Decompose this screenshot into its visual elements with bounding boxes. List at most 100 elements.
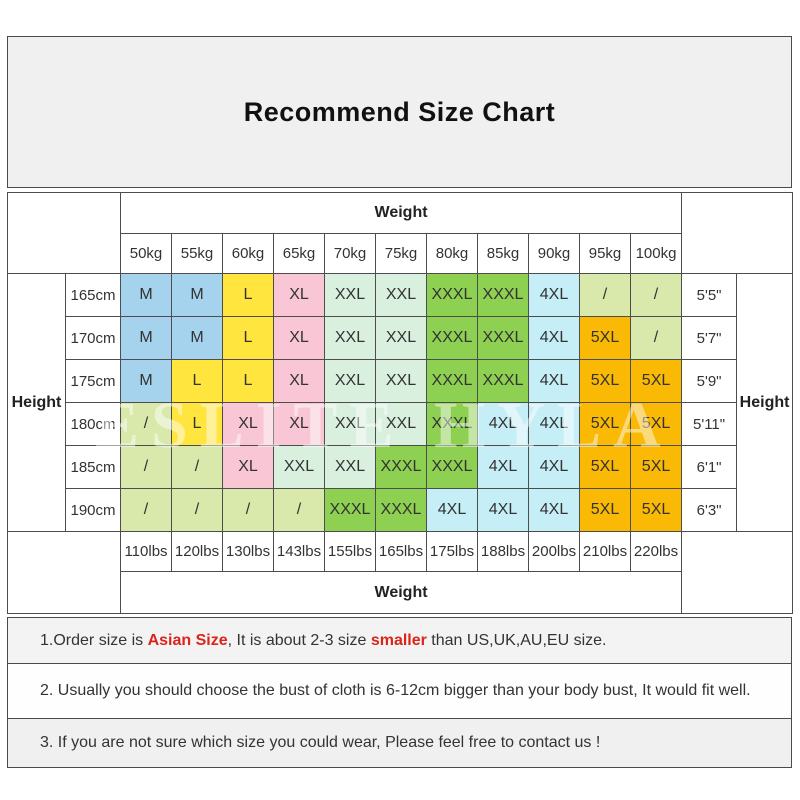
note-text: 3. If you are not sure which size you co…: [40, 734, 601, 751]
size-cell: XXXL: [426, 445, 478, 489]
height-label-left: Height: [7, 273, 66, 532]
size-cell: M: [120, 273, 172, 317]
table-row: 110lbs 120lbs 130lbs 143lbs 155lbs 165lb…: [7, 531, 794, 614]
size-cell: /: [579, 273, 631, 317]
size-cell: XXL: [324, 359, 376, 403]
note-highlight: smaller: [370, 631, 427, 649]
size-cell: XL: [273, 273, 325, 317]
size-cell: /: [120, 402, 172, 446]
size-cell: XL: [273, 359, 325, 403]
lbs-header: 210lbs: [579, 531, 631, 572]
table-row: 190cm / / / / XXXL XXXL 4XL 4XL 4XL 5XL …: [8, 488, 793, 532]
size-cell: 5XL: [629, 488, 683, 532]
lbs-header: 175lbs: [426, 531, 478, 572]
size-cell: XXXL: [477, 273, 529, 317]
height-ft: 5'5": [681, 273, 738, 317]
height-cm: 165cm: [65, 273, 121, 317]
size-cell: XL: [222, 402, 274, 446]
size-cell: XXXL: [426, 273, 478, 317]
size-cell: L: [171, 402, 223, 446]
height-cm: 180cm: [65, 402, 121, 446]
kg-header: 80kg: [426, 233, 478, 274]
size-cell: 5XL: [579, 488, 631, 532]
note-text: 2. Usually you should choose the bust of…: [40, 682, 751, 699]
kg-header: 95kg: [579, 233, 631, 274]
table-row: Height 165cm M M L XL XXL XXL XXXL XXXL …: [7, 273, 794, 532]
size-cell: /: [222, 488, 274, 532]
size-cell: L: [222, 273, 274, 317]
size-cell: XXL: [375, 402, 427, 446]
corner-cell-top-left: [7, 192, 121, 274]
corner-cell-bottom-right: [681, 531, 794, 614]
size-cell: XL: [222, 445, 274, 489]
table-row: Weight: [8, 571, 793, 614]
size-cell: /: [171, 488, 223, 532]
size-cell: 5XL: [579, 359, 631, 403]
kg-header: 60kg: [222, 233, 274, 274]
height-ft: 5'11": [681, 402, 738, 446]
note-text: 1.Order size is: [40, 631, 148, 649]
size-cell: M: [120, 359, 172, 403]
note-text: than US,UK,AU,EU size.: [426, 631, 607, 649]
notes-section: 1.Order size is Asian Size, It is about …: [7, 617, 792, 768]
note-text: , It is about 2-3 size: [227, 631, 371, 649]
corner-cell-top-right: [681, 192, 794, 274]
lbs-header: 143lbs: [273, 531, 325, 572]
size-cell: 5XL: [579, 402, 631, 446]
height-label-right: Height: [736, 273, 794, 532]
size-cell: XXXL: [324, 488, 376, 532]
kg-header: 65kg: [273, 233, 325, 274]
size-cell: XXXL: [477, 316, 529, 360]
size-cell: XXL: [375, 316, 427, 360]
size-cell: 4XL: [426, 488, 478, 532]
size-cell: XXXL: [426, 402, 478, 446]
table-row: 175cm M L L XL XXL XXL XXXL XXXL 4XL 5XL…: [8, 359, 793, 403]
size-cell: 4XL: [528, 402, 580, 446]
size-cell: L: [171, 359, 223, 403]
note-row: 2. Usually you should choose the bust of…: [7, 663, 792, 719]
size-cell: L: [222, 316, 274, 360]
size-cell: 4XL: [477, 488, 529, 532]
size-cell: XXXL: [477, 359, 529, 403]
size-cell: /: [171, 445, 223, 489]
note-1: 1.Order size is Asian Size, It is about …: [7, 617, 792, 664]
lbs-header: 165lbs: [375, 531, 427, 572]
size-table: Weight 50kg 55kg 60kg 65kg 70kg 75kg 80k…: [7, 192, 794, 614]
weight-footer: Weight: [119, 571, 683, 614]
lbs-header: 155lbs: [324, 531, 376, 572]
size-cell: /: [120, 488, 172, 532]
size-cell: 4XL: [528, 445, 580, 489]
lbs-header: 110lbs: [120, 531, 172, 572]
lbs-header: 120lbs: [171, 531, 223, 572]
kg-header: 75kg: [375, 233, 427, 274]
size-cell: L: [222, 359, 274, 403]
height-cm: 170cm: [65, 316, 121, 360]
size-cell: XXL: [324, 402, 376, 446]
size-cell: XXL: [324, 273, 376, 317]
size-cell: XXXL: [426, 316, 478, 360]
size-cell: XL: [273, 316, 325, 360]
corner-cell-bottom-left: [7, 531, 121, 614]
kg-header: 85kg: [477, 233, 529, 274]
lbs-header: 130lbs: [222, 531, 274, 572]
height-cm: 190cm: [65, 488, 121, 532]
size-cell: 4XL: [477, 402, 529, 446]
title-box: Recommend Size Chart: [7, 36, 792, 188]
lbs-header: 188lbs: [477, 531, 529, 572]
size-cell: /: [629, 316, 683, 360]
kg-header: 70kg: [324, 233, 376, 274]
height-cm: 185cm: [65, 445, 121, 489]
size-cell: 4XL: [528, 273, 580, 317]
size-cell: /: [629, 273, 683, 317]
kg-header: 90kg: [528, 233, 580, 274]
size-cell: M: [171, 316, 223, 360]
kg-header: 100kg: [629, 233, 683, 274]
size-cell: XXL: [324, 316, 376, 360]
size-cell: XXL: [273, 445, 325, 489]
size-cell: XXXL: [375, 445, 427, 489]
size-cell: 4XL: [477, 445, 529, 489]
kg-header: 50kg: [120, 233, 172, 274]
size-cell: 5XL: [579, 445, 631, 489]
table-row: 170cm M M L XL XXL XXL XXXL XXXL 4XL 5XL…: [8, 316, 793, 360]
table-row: 50kg 55kg 60kg 65kg 70kg 75kg 80kg 85kg …: [8, 233, 793, 274]
